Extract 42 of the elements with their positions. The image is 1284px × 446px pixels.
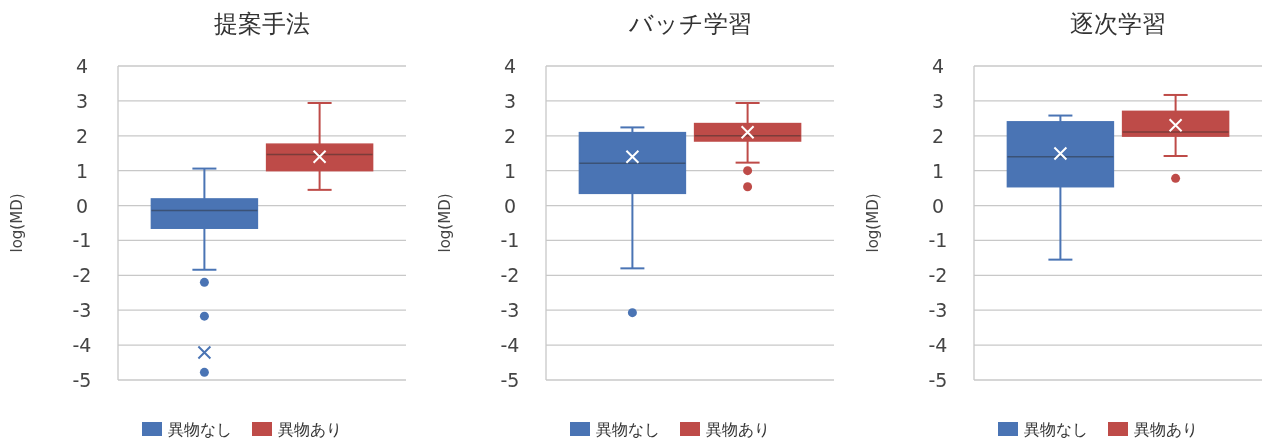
y-tick-label: 0 [503,194,517,217]
y-tick-label: -3 [72,299,92,322]
legend-label: 異物あり [1134,420,1198,439]
chart-title: バッチ学習 [627,10,752,38]
y-tick-label: -5 [500,369,520,391]
y-tick-label: -2 [72,264,92,287]
chart-title: 逐次学習 [1070,10,1166,38]
y-tick-label: -2 [500,264,520,287]
y-tick-label: 3 [503,89,517,112]
y-tick-label: -1 [72,229,92,252]
legend-label: 異物あり [278,420,342,439]
legend-label: 異物なし [596,420,660,439]
y-tick-label: -5 [928,369,948,391]
y-tick-label: 0 [75,194,89,217]
y-tick-label: -5 [72,369,92,391]
y-tick-label: 3 [931,89,945,112]
y-tick-label: 1 [931,159,945,182]
legend-label: 異物なし [168,420,232,439]
y-tick-label: -3 [928,299,948,322]
y-axis-title: log(MD) [436,193,454,253]
y-tick-label: 0 [931,194,945,217]
y-tick-label: 4 [503,55,517,77]
y-tick-label: 4 [931,55,945,77]
y-tick-label: 1 [503,159,517,182]
legend-label: 異物あり [706,420,770,439]
y-tick-label: 3 [75,89,89,112]
y-tick-label: -4 [928,334,948,357]
y-tick-label: 2 [75,124,89,147]
y-tick-label: 4 [75,55,89,77]
y-tick-label: -4 [72,334,92,357]
y-tick-label: 2 [503,124,517,147]
y-tick-label: -3 [500,299,520,322]
y-tick-label: -1 [500,229,520,252]
y-axis-title: log(MD) [864,193,882,253]
y-tick-label: -4 [500,334,520,357]
y-tick-label: 2 [931,124,945,147]
legend-label: 異物なし [1024,420,1088,439]
y-tick-label: -1 [928,229,948,252]
y-tick-label: 1 [75,159,89,182]
y-axis-title: log(MD) [8,193,26,253]
y-tick-label: -2 [928,264,948,287]
chart-title: 提案手法 [214,10,310,38]
